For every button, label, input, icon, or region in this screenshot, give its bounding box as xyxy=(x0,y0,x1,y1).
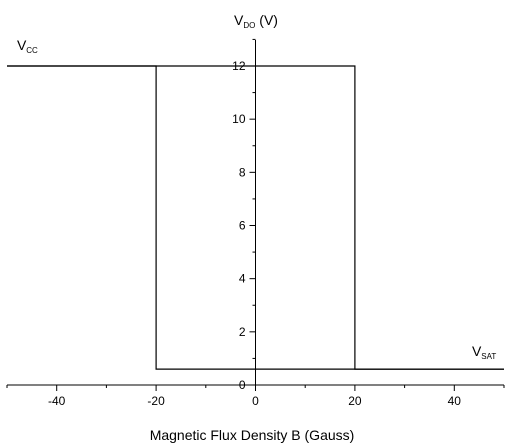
series-line-1 xyxy=(7,65,504,370)
y-tick-label-2: 2 xyxy=(239,325,246,339)
labels-layer: Magnetic Flux Density B (Gauss) VDO (V) xyxy=(150,12,355,443)
y-tick-label-4: 4 xyxy=(239,272,246,286)
x-axis-title: Magnetic Flux Density B (Gauss) xyxy=(150,427,355,443)
annotation-sat: VSAT xyxy=(472,343,496,361)
y-axis-title-unit: (V) xyxy=(255,12,278,28)
ticks-layer: -40 -20 0 20 40 0 2 4 6 8 10 12 xyxy=(6,38,505,408)
y-tick-label-0: 0 xyxy=(239,378,246,392)
x-tick-label-40: 40 xyxy=(448,394,462,408)
y-axis-title: VDO (V) xyxy=(234,12,278,30)
annotation-cc-sub: CC xyxy=(26,46,38,55)
series-layer xyxy=(7,65,504,370)
y-tick-label-12: 12 xyxy=(232,59,246,73)
x-tick-label--20: -20 xyxy=(147,394,165,408)
x-tick-label-20: 20 xyxy=(348,394,362,408)
annotation-cc: VCC xyxy=(17,37,38,55)
y-tick-label-8: 8 xyxy=(239,165,246,179)
y-tick-label-6: 6 xyxy=(239,219,246,233)
annotation-cc-main: V xyxy=(17,37,27,53)
annotation-sat-sub: SAT xyxy=(481,352,496,361)
y-tick-label-10: 10 xyxy=(232,112,246,126)
x-tick-label-0: 0 xyxy=(252,394,259,408)
y-axis-title-main: V xyxy=(234,12,244,28)
annotation-sat-main: V xyxy=(472,343,482,359)
x-tick-label--40: -40 xyxy=(48,394,66,408)
axes-layer xyxy=(7,40,504,386)
y-axis-title-sub: DO xyxy=(243,21,255,30)
